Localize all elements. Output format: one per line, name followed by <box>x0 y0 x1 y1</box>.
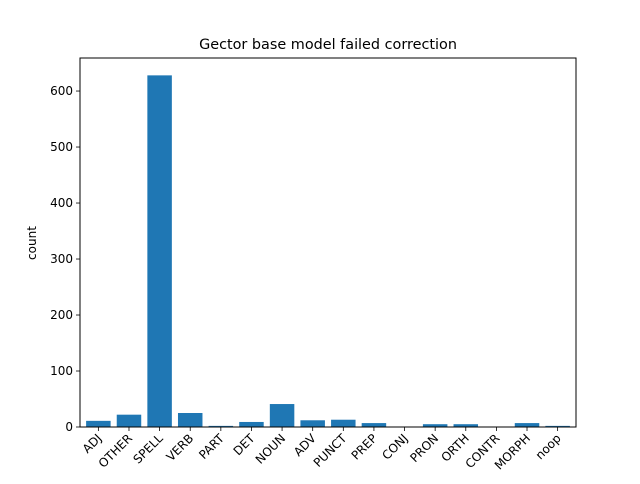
bar-det <box>239 421 264 427</box>
x-tick-label-verb: VERB <box>164 431 197 464</box>
y-tick-label: 500 <box>50 140 73 154</box>
x-tick-label-other: OTHER <box>96 431 135 470</box>
y-tick-label: 400 <box>50 196 73 210</box>
bar-pron <box>422 424 448 427</box>
bar-other <box>116 414 142 427</box>
bar-noop <box>545 425 570 427</box>
x-tick-label-det: DET <box>231 431 258 458</box>
bar-prep <box>361 423 387 427</box>
bar-spell <box>147 75 172 428</box>
x-tick-label-pron: PRON <box>407 431 441 465</box>
x-tick-label-spell: SPELL <box>131 431 166 466</box>
x-tick-label-punct: PUNCT <box>311 431 350 470</box>
x-tick-label-adj: ADJ <box>80 431 105 456</box>
y-tick-label: 200 <box>50 308 73 322</box>
bar-part <box>208 425 234 427</box>
y-tick-label: 0 <box>65 420 73 434</box>
x-tick-label-noun: NOUN <box>253 431 288 466</box>
bar-adv <box>300 420 325 427</box>
bar-orth <box>453 424 479 427</box>
y-ticks-group: 0 100 200 300 400 500 600 <box>50 84 80 434</box>
bar-noun <box>269 404 295 427</box>
y-tick-label: 100 <box>50 364 73 378</box>
x-tick-label-prep: PREP <box>349 431 380 462</box>
bars-group <box>86 75 570 428</box>
y-axis-label: count <box>25 226 39 260</box>
bar-adj <box>86 420 111 427</box>
y-tick-label: 600 <box>50 84 73 98</box>
bar-morph <box>514 423 540 427</box>
bar-verb <box>177 413 203 427</box>
axes-frame <box>79 57 577 428</box>
bar-punct <box>331 419 356 427</box>
y-tick-label: 300 <box>50 252 73 266</box>
x-tick-label-conj: CONJ <box>379 431 410 462</box>
x-tick-label-part: PART <box>196 431 227 462</box>
chart-title: Gector base model failed correction <box>199 37 457 53</box>
x-tick-label-noop: noop <box>533 431 564 462</box>
